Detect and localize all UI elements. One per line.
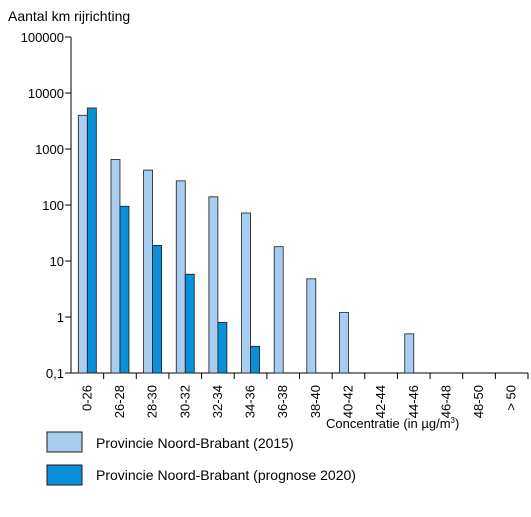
bar-2020-5 [250,345,260,374]
x-tick-label: > 50 [504,385,519,411]
bar-2020-1 [119,205,130,374]
bar-2015-7 [306,278,317,374]
legend-label-2015: Provincie Noord-Brabant (2015) [96,435,294,451]
legend-swatch-2020 [46,464,83,486]
x-tick-label: 28-30 [145,385,160,418]
x-tick-label: 30-32 [177,385,192,418]
x-tick-label: 48-50 [471,385,486,418]
legend: Provincie Noord-Brabant (2015) Provincie… [46,431,356,486]
legend-swatch-2015 [46,431,83,453]
x-tick-labels: 0-26 26-28 28-30 30-32 32-34 34-36 36-38 38-40 4… [79,373,529,418]
bar-2020-2 [152,244,163,374]
y-tick-label: 1 [57,310,64,325]
x-axis-label: Concentratie (in µg/m3) [326,416,459,431]
y-tick-label: 100000 [21,30,64,45]
bar-2015-8 [339,312,349,374]
y-tick-label: 100 [42,198,64,213]
x-tick-label: 46-48 [438,385,453,418]
bar-2015-4 [208,196,219,374]
bar-2015-0 [77,114,88,374]
x-tick-label: 32-34 [210,385,225,418]
bars [77,107,415,374]
x-tick-label: 26-28 [112,385,127,418]
bar-2020-4 [217,322,228,374]
y-tick-label: 10000 [28,86,64,101]
bar-2015-3 [175,180,186,374]
bar-2015-10 [404,333,415,374]
x-tick-label: 0-26 [79,385,94,411]
x-tick-label: 38-40 [308,385,323,418]
bar-2020-0 [86,107,97,374]
y-tick-label: 0,1 [46,366,64,381]
x-tick-label: 42-44 [373,385,388,418]
bar-2015-6 [273,246,284,374]
y-tick-label: 1000 [35,142,64,157]
x-tick-label: 44-46 [406,385,421,418]
y-tick-label: 10 [50,254,64,269]
y-axis-label: Aantal km rijrichting [8,8,130,24]
bar-2015-2 [143,169,154,374]
bar-2020-3 [184,273,195,374]
bar-2015-1 [110,159,121,374]
x-tick-label: 40-42 [340,385,355,418]
x-tick-label: 34-36 [243,385,258,418]
x-tick-label: 36-38 [275,385,290,418]
bar-2015-5 [241,212,251,374]
legend-label-2020: Provincie Noord-Brabant (prognose 2020) [96,467,356,483]
